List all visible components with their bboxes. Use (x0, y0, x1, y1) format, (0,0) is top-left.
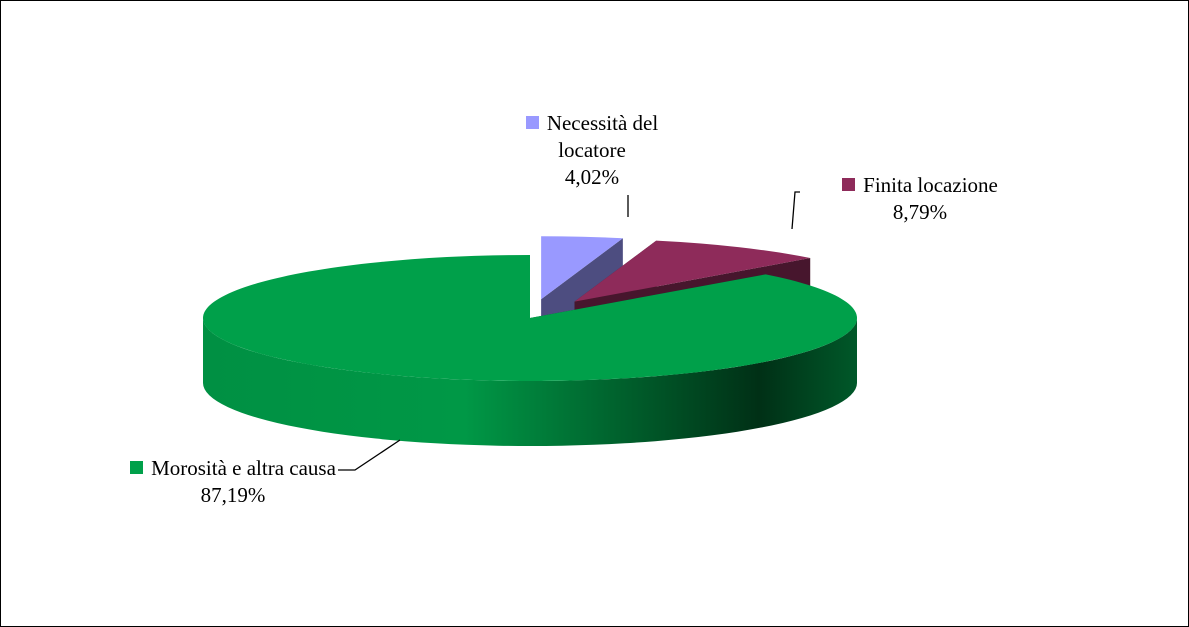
data-label: Finita locazione 8,79% (800, 172, 1040, 226)
value-label: 4,02% (564, 165, 620, 189)
legend-marker (525, 116, 539, 129)
legend-marker (130, 461, 144, 474)
category-label: Necessità del locatore (546, 111, 659, 162)
leader-line (791, 191, 800, 230)
leader-lines (338, 191, 800, 471)
category-label: Morosità e altra causa (151, 456, 336, 480)
pie (203, 236, 858, 446)
data-label: Necessità del locatore 4,02% (492, 110, 692, 191)
data-label: Morosità e altra causa 87,19% (118, 455, 348, 509)
category-label: Finita locazione (863, 173, 998, 197)
slice (574, 240, 811, 302)
leader-line (338, 439, 401, 471)
slice (541, 236, 623, 300)
legend-marker (842, 178, 856, 191)
value-label: 8,79% (892, 200, 948, 224)
slice-side (203, 318, 857, 446)
value-label: 87,19% (200, 483, 266, 507)
slice (203, 255, 858, 382)
